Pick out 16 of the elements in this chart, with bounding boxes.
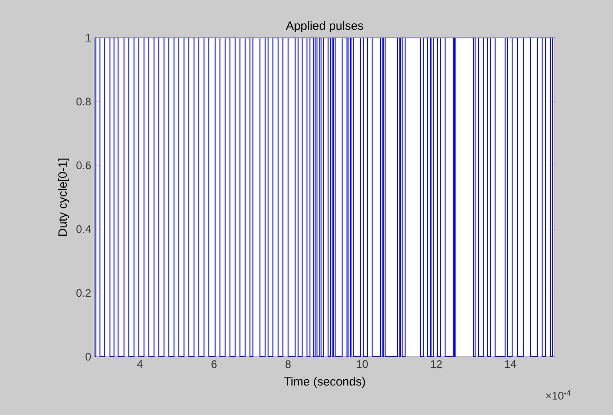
y-axis-title: Duty cycle[0-1]: [58, 158, 70, 236]
y-tick-label: 0.2: [76, 289, 91, 298]
y-tick-label: 1: [86, 34, 91, 42]
y-tick-label: 0.8: [76, 98, 91, 106]
y-tick-label: 0: [86, 353, 92, 361]
x-tick-label: 6: [212, 360, 217, 368]
x-tick-label: 14: [505, 360, 516, 368]
x-tick-label: 10: [357, 360, 368, 368]
x-axis-title: Time (seconds): [284, 377, 366, 388]
x-tick-label: 4: [137, 360, 143, 368]
chart-title: Applied pulses: [286, 21, 364, 33]
x-tick-label: 12: [431, 360, 442, 368]
x-tick-label: 8: [286, 360, 291, 368]
y-tick-label: 0.4: [76, 226, 92, 234]
text: ×10$^{-4}$: [546, 390, 571, 400]
y-tick-label: 0.6: [76, 162, 91, 170]
